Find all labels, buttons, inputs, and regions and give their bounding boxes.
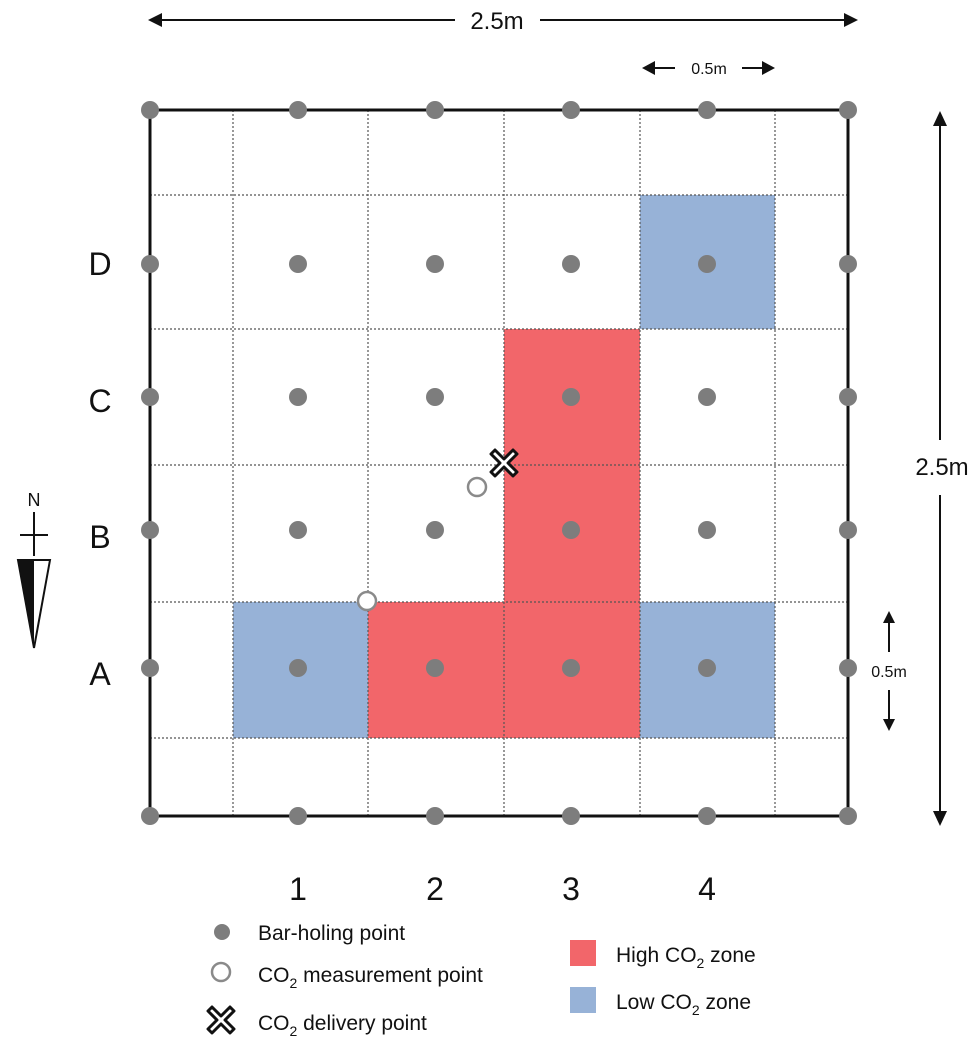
measurement-point (466, 476, 488, 498)
bar-holing-point (562, 388, 580, 406)
bar-holing-point (562, 659, 580, 677)
bar-holing-point (839, 807, 857, 825)
bar-holing-point (698, 255, 716, 273)
bar-holing-point (289, 255, 307, 273)
legend-bar-holing-label: Bar-holing point (258, 922, 405, 945)
bar-holing-point (562, 807, 580, 825)
legend-high-zone-swatch (570, 940, 596, 966)
bar-holing-point (426, 659, 444, 677)
bar-holing-point (289, 101, 307, 119)
bar-holing-point (698, 807, 716, 825)
bar-holing-point (426, 101, 444, 119)
delivery-point-icon (489, 448, 519, 478)
grid-lines (150, 110, 848, 816)
bar-holing-point (839, 521, 857, 539)
bar-holing-point (289, 521, 307, 539)
bar-holing-points (141, 101, 857, 825)
legend-bar-holing-swatch (214, 924, 230, 940)
legend-delivery-label: CO2 delivery point (258, 1012, 427, 1039)
legend-measurement-label: CO2 measurement point (258, 964, 483, 991)
plot-frame (148, 108, 850, 818)
bar-holing-point (289, 659, 307, 677)
bar-holing-point (141, 388, 159, 406)
legend: Bar-holing point CO2 measurement point C… (206, 922, 756, 1039)
bar-holing-point (141, 807, 159, 825)
bar-holing-point (698, 521, 716, 539)
legend-high-zone-label: High CO2 zone (616, 944, 756, 971)
legend-delivery-icon (206, 1005, 236, 1035)
bar-holing-point (426, 807, 444, 825)
row-label-a: A (89, 656, 111, 692)
row-label-d: D (88, 246, 111, 282)
bar-holing-point (426, 521, 444, 539)
cell-height-label: 0.5m (871, 664, 907, 681)
bar-holing-point (839, 101, 857, 119)
legend-low-zone-swatch (570, 987, 596, 1013)
bar-holing-point (141, 659, 159, 677)
bar-holing-point (562, 521, 580, 539)
cell-width-label: 0.5m (691, 61, 727, 78)
top-dimension: 2.5m (148, 8, 858, 35)
bar-holing-point (698, 101, 716, 119)
bar-holing-point (698, 659, 716, 677)
bar-holing-point (141, 101, 159, 119)
right-dimension-label: 2.5m (915, 454, 968, 481)
column-label-3: 3 (562, 871, 580, 907)
bar-holing-point (839, 388, 857, 406)
top-dimension-label: 2.5m (470, 8, 523, 35)
bar-holing-point (289, 807, 307, 825)
bar-holing-point (562, 255, 580, 273)
measurement-point (356, 590, 378, 612)
cell-height-dimension: 0.5m (871, 611, 907, 731)
right-dimension: 2.5m (915, 111, 969, 826)
bar-holing-point (141, 521, 159, 539)
row-label-c: C (88, 383, 111, 419)
column-label-2: 2 (426, 871, 444, 907)
column-label-4: 4 (698, 871, 716, 907)
bar-holing-point (839, 659, 857, 677)
compass-north-label: N (28, 490, 41, 510)
north-arrow-icon: N (16, 490, 52, 649)
legend-low-zone-label: Low CO2 zone (616, 991, 751, 1018)
bar-holing-point (141, 255, 159, 273)
legend-measurement-swatch (210, 961, 232, 983)
bar-holing-point (839, 255, 857, 273)
bar-holing-point (426, 388, 444, 406)
bar-holing-point (698, 388, 716, 406)
bar-holing-point (289, 388, 307, 406)
cell-width-dimension: 0.5m (642, 61, 775, 78)
row-label-b: B (89, 519, 110, 555)
bar-holing-point (562, 101, 580, 119)
column-label-1: 1 (289, 871, 307, 907)
bar-holing-point (426, 255, 444, 273)
